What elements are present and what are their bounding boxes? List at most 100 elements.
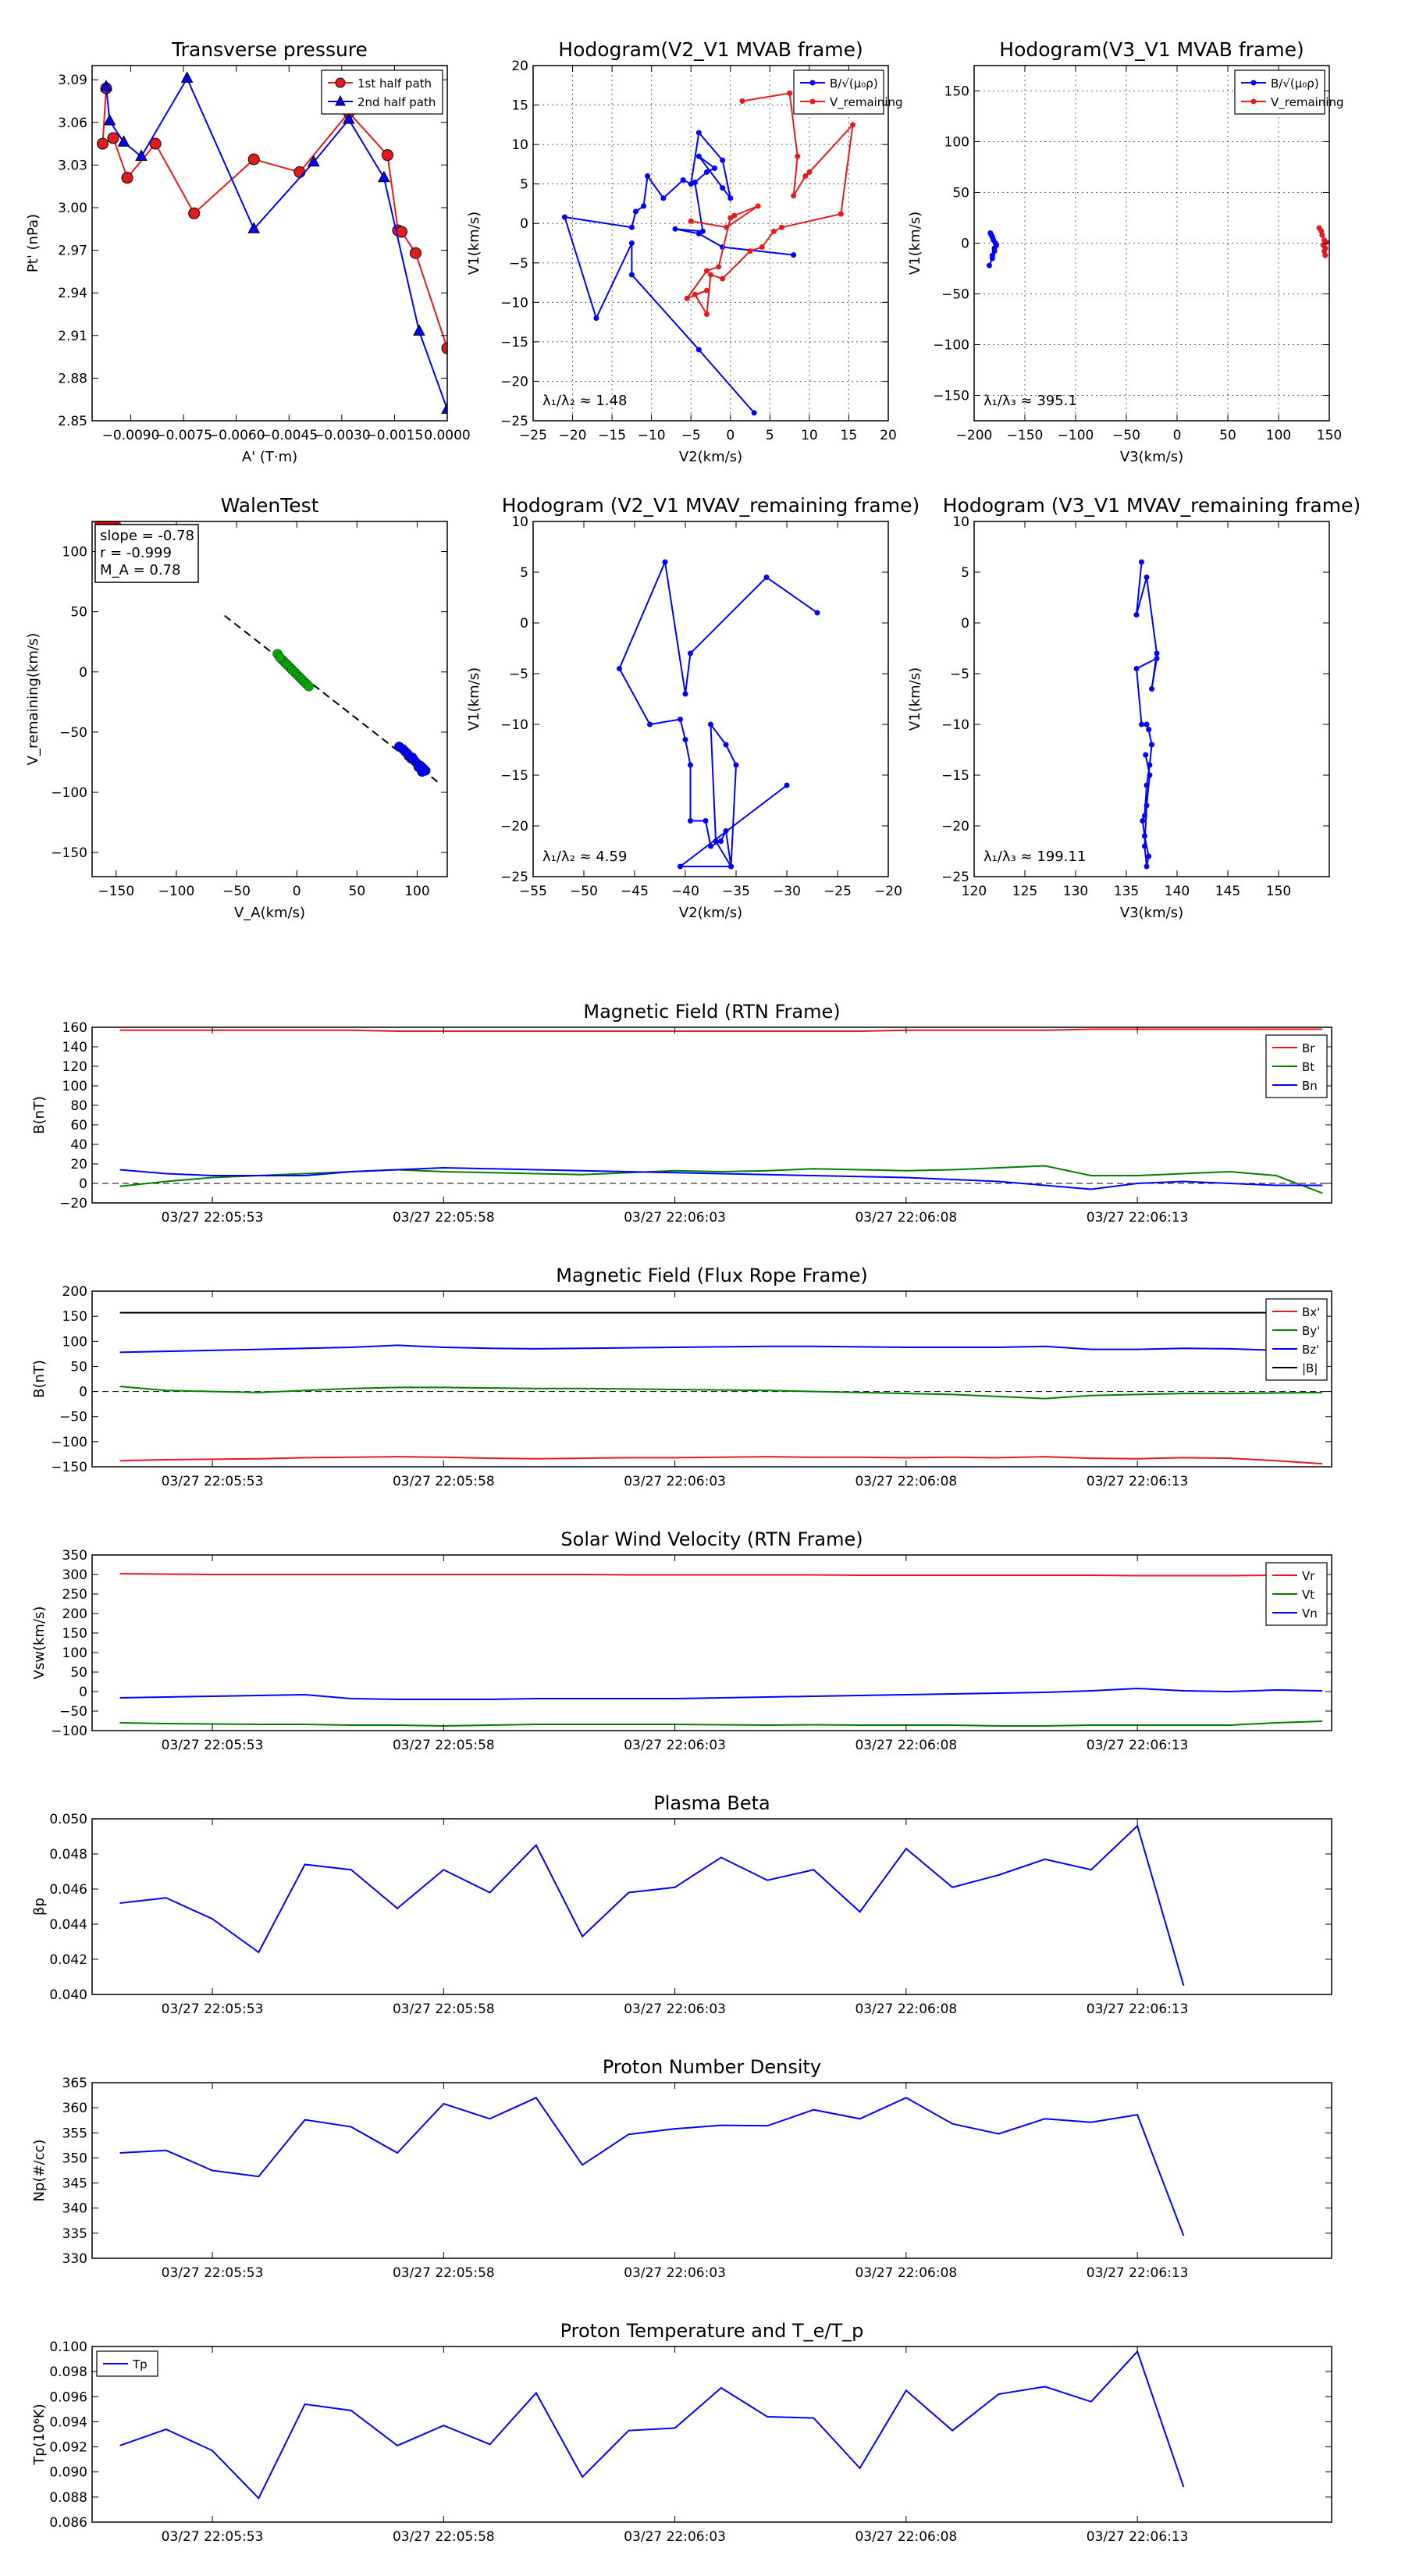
data-point	[561, 214, 567, 220]
data-point	[441, 402, 447, 414]
legend-marker	[1250, 80, 1257, 86]
data-point	[672, 226, 678, 232]
x-tick-label: 03/27 22:05:58	[393, 2265, 495, 2281]
y-tick-label: −15	[500, 768, 528, 784]
y-tick-label: −150	[933, 389, 969, 404]
data-point	[806, 169, 813, 175]
data-point	[695, 153, 702, 159]
data-point	[1141, 813, 1147, 819]
y-tick-label: 15	[511, 98, 528, 114]
series-line-tp	[119, 2350, 1185, 2500]
x-tick-label: 03/27 22:06:08	[855, 1738, 957, 1753]
chart-walen: WalenTest −150 −100 −50 0 50 100 −150 −100 −50 0 50…	[25, 494, 448, 921]
plot-area	[119, 2097, 1185, 2236]
data-point	[779, 224, 784, 230]
y-tick-label: 250	[62, 1587, 87, 1603]
data-point	[731, 212, 738, 219]
x-tick-label: −25	[519, 428, 547, 443]
x-tick-label: 03/27 22:05:58	[393, 1210, 495, 1226]
data-point	[304, 681, 314, 692]
data-point	[441, 342, 447, 354]
data-point	[641, 203, 647, 209]
data-point	[751, 410, 757, 416]
data-point	[989, 252, 995, 258]
data-point	[692, 291, 698, 297]
data-point	[1319, 232, 1325, 238]
data-point	[180, 71, 194, 83]
y-tick-label: −50	[59, 1704, 87, 1720]
data-point	[407, 753, 418, 763]
axes-frame	[973, 65, 1330, 422]
x-tick-label: 03/27 22:05:53	[162, 1738, 264, 1753]
x-tick-label: 50	[1219, 428, 1236, 443]
data-point	[1144, 575, 1150, 580]
x-tick-label: 150	[1317, 428, 1342, 443]
y-tick-label: 50	[952, 186, 969, 201]
plot-area	[119, 2350, 1185, 2500]
data-point	[678, 717, 683, 722]
chart-ts_b_rtn: Magnetic Field (RTN Frame) 03/27 22:05:53…	[31, 1001, 1332, 1226]
plot-area	[987, 225, 1329, 269]
x-tick-label: 15	[841, 428, 858, 443]
data-point	[802, 173, 809, 180]
y-tick-label: 150	[944, 84, 969, 100]
data-point	[593, 315, 599, 322]
data-point	[708, 843, 713, 849]
data-point	[987, 262, 992, 269]
y-tick-label: 2.91	[58, 329, 87, 344]
legend-label: 1st half path	[357, 76, 432, 91]
data-point	[1139, 721, 1144, 728]
data-point	[413, 324, 425, 336]
series-line-np	[119, 2097, 1185, 2236]
data-point	[645, 173, 651, 180]
x-tick-label: 140	[1165, 884, 1190, 899]
data-point	[727, 215, 734, 221]
data-point	[1323, 239, 1329, 245]
x-axis-label: V3(km/s)	[1120, 905, 1183, 921]
series-line-beta	[119, 1824, 1185, 1987]
x-tick-label: 120	[962, 884, 987, 899]
data-point	[97, 137, 109, 150]
legend-label: Bt	[1302, 1060, 1314, 1074]
x-tick-label: 0	[1173, 428, 1182, 443]
x-tick-label: 150	[1266, 884, 1291, 899]
x-axis-label: V3(km/s)	[1120, 449, 1183, 465]
data-point	[188, 207, 201, 219]
y-tick-label: 345	[62, 2176, 87, 2192]
x-tick-label: 03/27 22:06:13	[1087, 2265, 1189, 2281]
y-tick-label: 2.88	[58, 371, 87, 386]
data-point	[1146, 853, 1152, 859]
y-tick-label: 200	[62, 1284, 87, 1300]
y-tick-label: 0.042	[49, 1952, 87, 1968]
chart-h4: Hodogram (V3_V1 MVAV_remaining frame) 120…	[907, 494, 1361, 921]
y-tick-label: 5	[520, 177, 528, 193]
x-tick-label: −100	[1058, 428, 1094, 443]
data-point	[763, 575, 770, 580]
y-tick-label: 3.00	[58, 201, 87, 216]
x-tick-label: 03/27 22:05:58	[393, 1738, 495, 1753]
x-tick-label: 50	[349, 884, 366, 899]
legend-marker	[809, 80, 816, 86]
data-point	[121, 172, 133, 184]
y-axis-label: V1(km/s)	[466, 667, 482, 731]
data-point	[814, 610, 820, 616]
x-tick-label: −5	[681, 428, 701, 443]
data-point	[723, 742, 729, 748]
series-line-vn	[119, 1687, 1323, 1700]
data-point	[1144, 782, 1150, 788]
y-tick-label: 0.086	[49, 2515, 87, 2531]
ratio-annotation: λ₁/λ₂ ≈ 1.48	[542, 393, 627, 409]
data-point	[688, 762, 693, 768]
data-point	[275, 653, 285, 663]
data-point	[103, 113, 116, 126]
y-tick-label: 3.09	[58, 73, 87, 88]
data-point	[850, 122, 855, 128]
y-tick-label: −15	[941, 768, 969, 784]
data-point	[791, 252, 797, 258]
y-tick-label: −20	[59, 1196, 87, 1212]
y-axis-label: V_remaining(km/s)	[25, 633, 41, 766]
chart-title: Proton Temperature and T_e/T_p	[560, 2320, 864, 2342]
series-line-bt	[119, 1165, 1323, 1194]
y-tick-label: −20	[941, 819, 969, 834]
